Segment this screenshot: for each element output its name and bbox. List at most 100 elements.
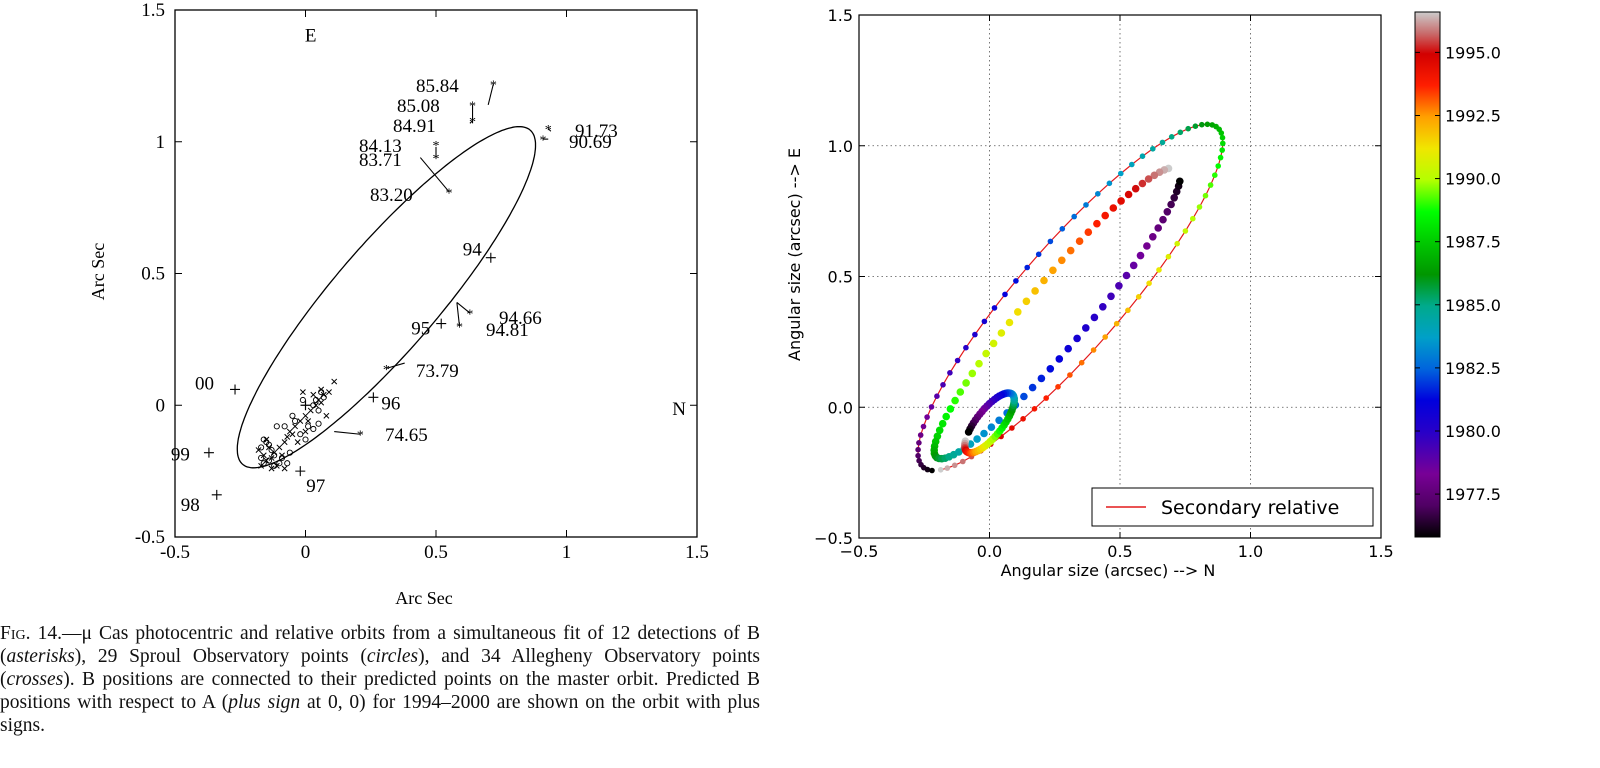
relative-orbit-point bbox=[1013, 278, 1019, 284]
relative-orbit-point bbox=[1118, 170, 1124, 177]
orbit-B-point bbox=[968, 369, 977, 378]
x-tick-label: −0.5 bbox=[840, 542, 879, 561]
allegheny-cross bbox=[312, 402, 319, 409]
relative-orbit-point bbox=[1055, 384, 1061, 390]
caption-part-7: plus sign bbox=[228, 692, 301, 713]
caption-part-8: at 0, 0) for 1994–2000 are shown on the … bbox=[0, 692, 761, 736]
relative-orbit-point bbox=[1219, 134, 1226, 141]
sproul-circle bbox=[302, 436, 309, 443]
figure-caption: Fig. 14.—μ Cas photocentric and relative… bbox=[0, 622, 760, 737]
relative-orbit-point bbox=[940, 382, 946, 388]
allegheny-cross bbox=[263, 436, 270, 443]
relative-orbit-point bbox=[1113, 320, 1120, 327]
relative-orbit-point bbox=[1125, 307, 1131, 314]
orbit-B-point bbox=[1073, 334, 1081, 343]
b-epoch-label: 84.13 bbox=[359, 136, 402, 157]
sproul-circle bbox=[312, 396, 319, 404]
allegheny-cross bbox=[292, 423, 299, 430]
y-tick-label: 0.5 bbox=[141, 264, 165, 285]
relative-orbit-point bbox=[1156, 267, 1162, 273]
year-label: 97 bbox=[306, 476, 325, 497]
b-asterisk: * bbox=[490, 78, 497, 93]
relative-orbit-point bbox=[1165, 253, 1172, 260]
east-label: E bbox=[305, 26, 317, 47]
allegheny-cross bbox=[305, 418, 312, 425]
b-epoch-label: 90.69 bbox=[569, 132, 612, 153]
primary-A-plus bbox=[300, 400, 311, 411]
relative-orbit-point bbox=[1204, 121, 1211, 128]
allegheny-cross bbox=[307, 407, 314, 414]
x-tick-label: 0.5 bbox=[424, 542, 448, 563]
x-axis-label: Arc Sec bbox=[395, 588, 452, 608]
relative-orbit-point bbox=[1202, 192, 1209, 199]
b-connector bbox=[456, 302, 471, 314]
relative-orbit-point bbox=[1043, 395, 1049, 401]
orbit-B-point bbox=[1124, 190, 1133, 199]
orbit-B-point bbox=[1064, 344, 1072, 353]
caption-part-5: crosses bbox=[6, 669, 64, 690]
relative-orbit-point bbox=[1067, 372, 1073, 378]
orbit-B-point bbox=[987, 423, 996, 432]
y-tick-label: 1.5 bbox=[828, 6, 853, 25]
orbit-B-point bbox=[1028, 383, 1037, 392]
relative-orbit-point bbox=[1215, 163, 1221, 169]
orbit-B-point bbox=[982, 349, 990, 358]
orbit-B-point bbox=[1131, 184, 1140, 193]
caption-part-3: circles bbox=[366, 646, 419, 667]
orbit-B-point bbox=[955, 448, 963, 456]
b-asterisk: * bbox=[456, 321, 463, 336]
b-connector bbox=[547, 128, 552, 132]
sproul-circle bbox=[292, 418, 299, 425]
caption-part-6: ). B positions are connected to their pr… bbox=[0, 669, 760, 713]
relative-orbit-point bbox=[1020, 416, 1026, 422]
relative-orbit-point bbox=[924, 414, 930, 420]
b-epoch-label: 91.73 bbox=[575, 121, 618, 142]
orbit-B-point bbox=[935, 426, 944, 435]
b-asterisk: * bbox=[383, 363, 390, 378]
colorbar-tick-label: 1992.5 bbox=[1445, 106, 1501, 125]
relative-orbit-point bbox=[1102, 334, 1108, 340]
b-epoch-label: 74.65 bbox=[385, 425, 428, 446]
x-axis-label: Angular size (arcsec) --> N bbox=[1001, 561, 1216, 580]
orbit-B-point bbox=[1163, 208, 1172, 216]
orbit-B-point bbox=[1093, 219, 1101, 228]
orbit-B-point bbox=[975, 359, 983, 368]
b-connector bbox=[386, 362, 405, 369]
orbit-year-plus bbox=[368, 392, 379, 403]
y-tick-label: 0.5 bbox=[828, 268, 853, 287]
orbit-year-plus bbox=[436, 318, 447, 329]
allegheny-cross bbox=[279, 452, 285, 459]
allegheny-cross bbox=[276, 444, 283, 451]
b-connector bbox=[487, 83, 494, 105]
b-epoch-label: 85.08 bbox=[397, 96, 440, 117]
sproul-circle bbox=[258, 454, 265, 462]
allegheny-cross bbox=[263, 457, 270, 464]
relative-orbit-point bbox=[1209, 122, 1215, 128]
orbit-B-point bbox=[1101, 211, 1109, 220]
relative-orbit-point bbox=[924, 466, 931, 473]
allegheny-cross bbox=[258, 462, 265, 469]
relative-orbit-point bbox=[972, 331, 978, 338]
b-asterisk: * bbox=[469, 99, 476, 114]
orbit-B-point bbox=[1122, 271, 1131, 280]
orbit-B-point bbox=[1129, 261, 1138, 270]
allegheny-cross bbox=[302, 428, 309, 435]
orbit-B-point bbox=[1090, 313, 1099, 322]
orbit-B-point bbox=[946, 405, 955, 413]
caption-fig-label: Fig. 14. bbox=[0, 623, 62, 644]
b-asterisk: * bbox=[357, 429, 364, 444]
orbit-B-point bbox=[1040, 276, 1048, 285]
x-tick-label: 0.0 bbox=[977, 542, 1002, 561]
relative-orbit-point bbox=[981, 318, 988, 325]
b-epoch-label: 85.84 bbox=[416, 76, 459, 97]
x-tick-label: 1 bbox=[562, 542, 572, 563]
orbit-B-point bbox=[1084, 228, 1093, 236]
relative-orbit-point bbox=[1090, 347, 1097, 353]
allegheny-cross bbox=[289, 431, 296, 438]
sproul-circle bbox=[310, 425, 317, 433]
x-tick-label: 1.5 bbox=[685, 542, 709, 563]
orbit-year-plus bbox=[230, 384, 241, 395]
orbit-B-point bbox=[1075, 237, 1084, 245]
colorbar-tick-label: 1980.0 bbox=[1445, 422, 1501, 441]
allegheny-cross bbox=[271, 449, 278, 456]
